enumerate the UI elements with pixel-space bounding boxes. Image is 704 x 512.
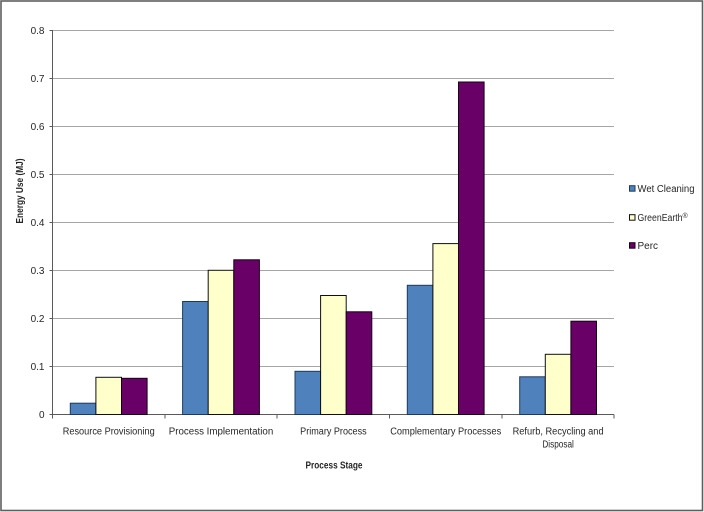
svg-text:Perc: Perc [638,241,659,252]
svg-text:Disposal: Disposal [542,440,574,451]
svg-text:Refurb, Recycling and: Refurb, Recycling and [513,427,604,438]
svg-text:Process Implementation: Process Implementation [169,427,274,438]
svg-text:0.1: 0.1 [31,362,45,373]
svg-text:Complementary Processes: Complementary Processes [390,427,501,438]
svg-text:0.3: 0.3 [31,266,45,277]
svg-text:Wet Cleaning: Wet Cleaning [638,184,695,195]
svg-text:0.6: 0.6 [31,122,45,133]
svg-text:Resource Provisioning: Resource Provisioning [63,427,155,438]
svg-text:0: 0 [39,410,45,421]
svg-text:Process Stage: Process Stage [306,461,363,472]
svg-text:GreenEarth®: GreenEarth® [638,212,689,224]
svg-text:Energy Use (MJ): Energy Use (MJ) [15,159,26,224]
svg-text:0.2: 0.2 [31,314,45,325]
svg-text:0.7: 0.7 [31,74,45,85]
svg-text:0.4: 0.4 [31,218,45,229]
svg-text:0.5: 0.5 [31,170,45,181]
svg-text:0.8: 0.8 [31,26,45,37]
svg-text:Primary Process: Primary Process [300,427,367,438]
